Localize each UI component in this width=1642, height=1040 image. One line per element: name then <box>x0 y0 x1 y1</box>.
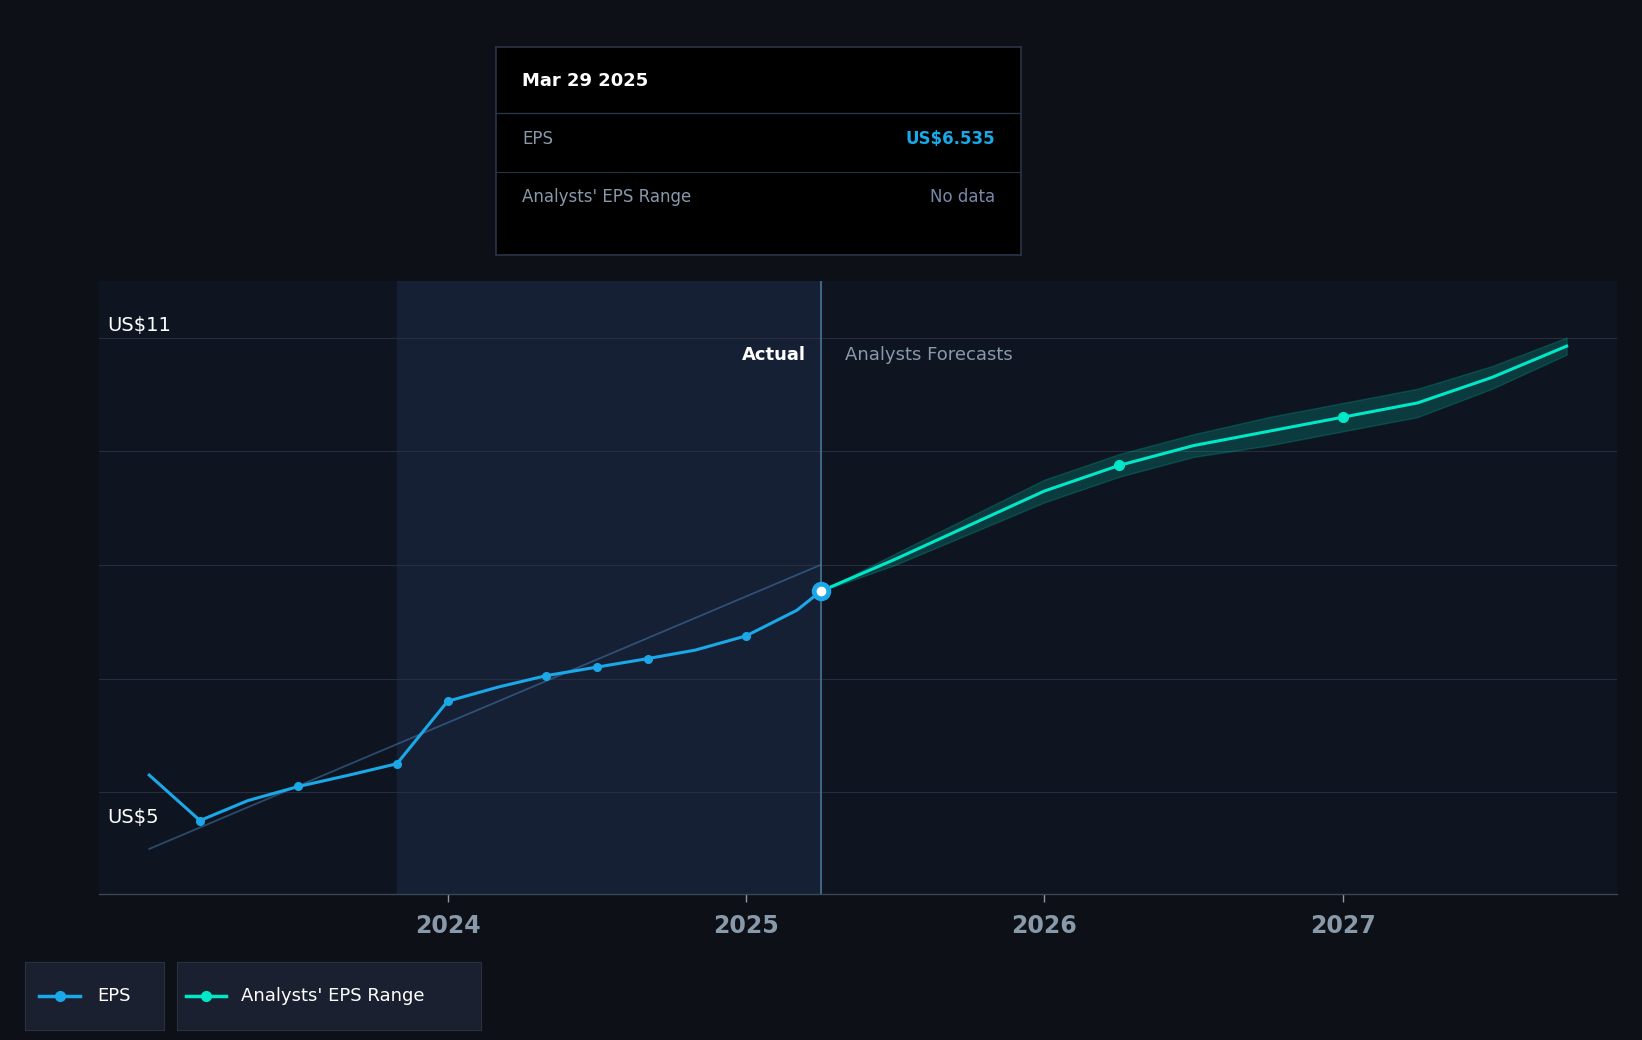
Bar <box>397 281 821 894</box>
Text: EPS: EPS <box>522 130 553 148</box>
Text: Actual: Actual <box>742 345 806 364</box>
Text: EPS: EPS <box>97 987 131 1005</box>
Text: US$5: US$5 <box>107 808 159 827</box>
Text: US$11: US$11 <box>107 316 171 335</box>
Text: US$6.535: US$6.535 <box>905 130 995 148</box>
Text: Analysts' EPS Range: Analysts' EPS Range <box>241 987 425 1005</box>
Text: Analysts' EPS Range: Analysts' EPS Range <box>522 188 691 206</box>
Text: Analysts Forecasts: Analysts Forecasts <box>844 345 1011 364</box>
Text: Mar 29 2025: Mar 29 2025 <box>522 72 649 89</box>
Text: No data: No data <box>929 188 995 206</box>
